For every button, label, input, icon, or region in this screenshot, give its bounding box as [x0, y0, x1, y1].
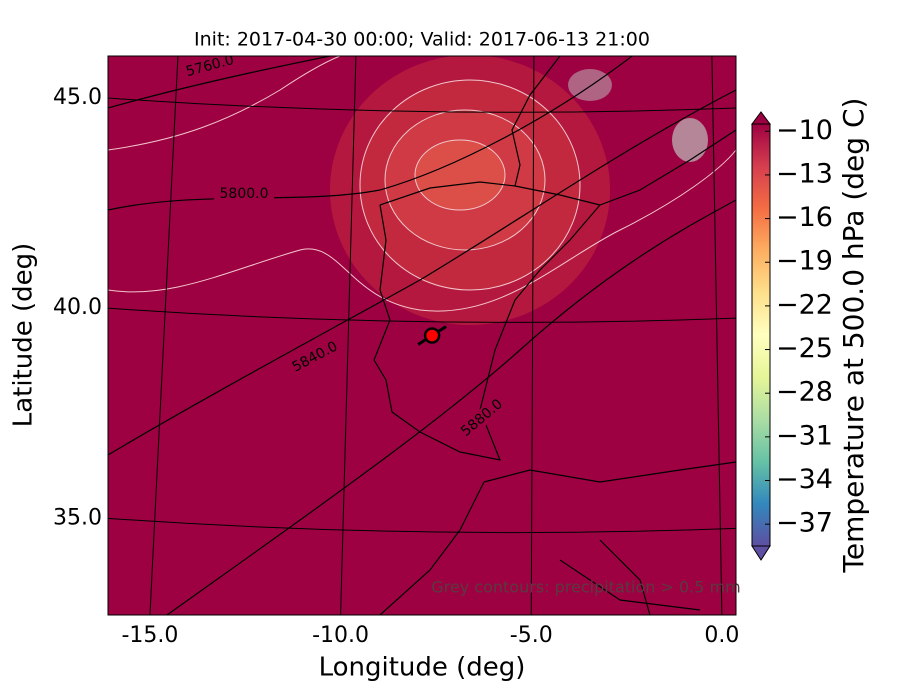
meridian [530, 56, 535, 615]
contour-label: 5800.0 [220, 186, 269, 202]
temperature-contour [108, 149, 736, 312]
x-tick-label: 0.0 [704, 623, 739, 648]
colorbar-tick-label: −10 [776, 115, 833, 146]
meridian [340, 56, 357, 615]
chart-title: Init: 2017-04-30 00:00; Valid: 2017-06-1… [194, 29, 650, 51]
parallel [108, 517, 736, 534]
coastlines [373, 56, 736, 615]
colorbar-label: Temperature at 500.0 hPa (deg C) [837, 98, 870, 574]
y-tick-label: 40.0 [53, 295, 102, 320]
colorbar-tick-label: −13 [776, 158, 833, 189]
x-tick-label: -5.0 [510, 623, 553, 648]
colorbar-extend-top [751, 111, 771, 125]
colorbar-tick-label: −37 [776, 508, 833, 539]
warm-region [414, 139, 506, 211]
colorbar-tick-label: −16 [776, 202, 833, 233]
parallel [108, 97, 736, 113]
temperature-contour [108, 56, 341, 151]
colorbar-extend-bottom [751, 545, 771, 561]
parallel [108, 307, 736, 323]
contour-label-bg [178, 56, 242, 82]
precipitation-area [672, 118, 708, 162]
contour-label-bg [284, 335, 346, 379]
colorbar-tick-label: −19 [776, 246, 833, 277]
x-axis-label: Longitude (deg) [319, 653, 526, 683]
border [559, 559, 701, 611]
colorbar: −10 −13 −16 −19 −22 −25 −28 −31 −34 −37 [751, 111, 833, 561]
height-contour [165, 199, 736, 615]
meridian [711, 56, 723, 615]
height-contour [108, 56, 634, 211]
note: Grey contours: precipitation > 0.5 mm [431, 578, 740, 597]
y-axis-label: Latitude (deg) [9, 243, 39, 428]
coastline [379, 56, 561, 206]
colorbar-scale [751, 123, 771, 547]
contour-label-bg [214, 186, 274, 202]
colorbar-tick-label: −25 [776, 333, 833, 364]
colorbar-tick-label: −31 [776, 420, 833, 451]
coastline [373, 185, 602, 461]
x-tick-label: -10.0 [312, 623, 369, 648]
coastline [483, 461, 736, 483]
y-tick-label: 45.0 [53, 85, 102, 110]
height-contour [108, 89, 736, 456]
colorbar-tick-label: −22 [776, 289, 833, 320]
height-contour [108, 56, 334, 109]
coastline [379, 481, 485, 615]
plot-frame [107, 55, 737, 616]
x-tick-label: -15.0 [121, 623, 178, 648]
colorbar-tick-label: −34 [776, 464, 833, 495]
contour-label-bg [453, 392, 511, 444]
location-marker [423, 327, 441, 344]
y-tick-label: 35.0 [53, 505, 102, 530]
colorbar-tick-label: −28 [776, 377, 833, 408]
